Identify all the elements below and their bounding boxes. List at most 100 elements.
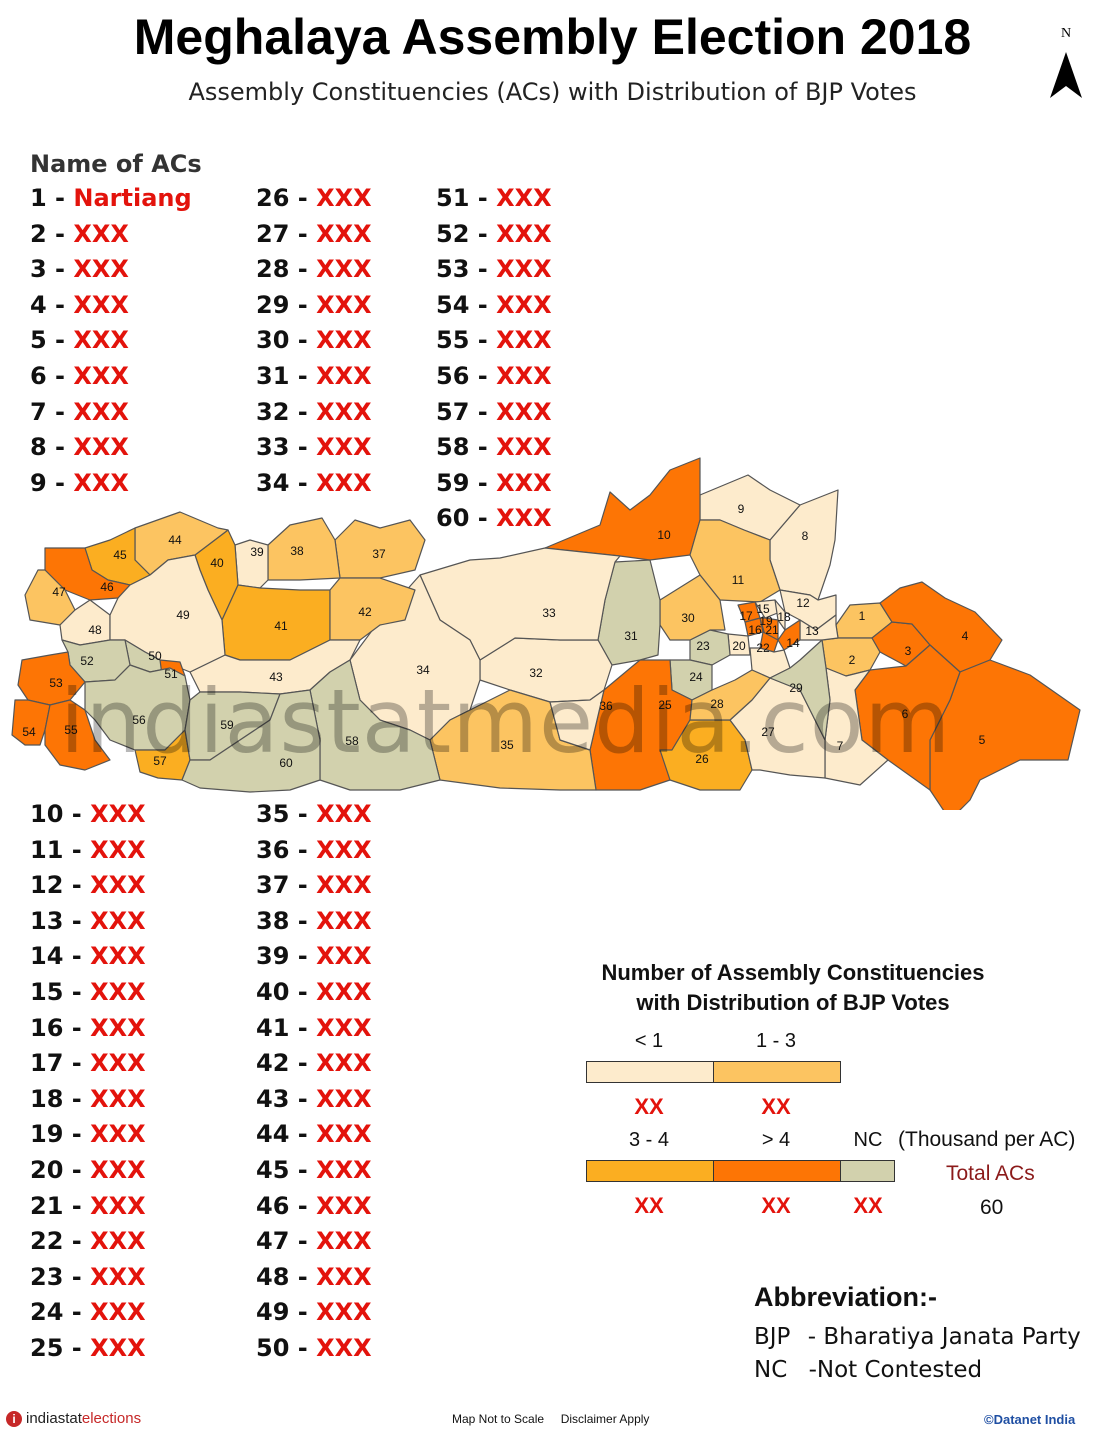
ac-name: XXX bbox=[90, 1262, 146, 1291]
ac-list-item: 28 - XXX bbox=[256, 254, 372, 290]
ac-name: XXX bbox=[316, 433, 372, 462]
ac-list-heading: Name of ACs bbox=[30, 150, 202, 178]
ac-name: XXX bbox=[316, 326, 372, 355]
constituency-label-14: 14 bbox=[786, 636, 800, 650]
ac-list-item: 6 - XXX bbox=[30, 361, 192, 397]
ac-list-item: 17 - XXX bbox=[30, 1048, 146, 1084]
constituency-label-54: 54 bbox=[22, 725, 36, 739]
ac-list-item: 40 - XXX bbox=[256, 977, 372, 1013]
total-acs-label: Total ACs bbox=[946, 1162, 1035, 1185]
ac-number: 43 bbox=[256, 1084, 290, 1113]
constituency-region-30 bbox=[659, 574, 726, 641]
ac-number: 60 bbox=[436, 504, 470, 533]
constituency-region-36 bbox=[549, 689, 605, 751]
constituency-label-34: 34 bbox=[416, 663, 430, 677]
ac-name: XXX bbox=[316, 184, 372, 212]
logo-text-part-1: indiastat bbox=[26, 1410, 82, 1427]
ac-number: 16 bbox=[30, 1013, 64, 1042]
ac-number: 12 bbox=[30, 871, 64, 900]
ac-list-item: 59 - XXX bbox=[436, 468, 552, 504]
map-subtitle: Assembly Constituencies (ACs) with Distr… bbox=[188, 78, 917, 106]
ac-number: 34 bbox=[256, 468, 290, 497]
ac-list-item: 16 - XXX bbox=[30, 1013, 146, 1049]
ac-name: XXX bbox=[316, 1262, 372, 1291]
ac-number: 31 bbox=[256, 361, 290, 390]
ac-name: XXX bbox=[90, 1298, 146, 1327]
ac-number: 21 bbox=[30, 1191, 64, 1220]
ac-number: 20 bbox=[30, 1155, 64, 1184]
ac-number: 3 bbox=[30, 255, 47, 284]
legend-count-1to3: XX bbox=[761, 1094, 791, 1119]
ac-number: 30 bbox=[256, 326, 290, 355]
ac-number: 33 bbox=[256, 433, 290, 462]
ac-name: XXX bbox=[73, 290, 129, 319]
map-disclaimer: Map Not to Scale Disclaimer Apply bbox=[452, 1412, 650, 1426]
ac-list-item: 4 - XXX bbox=[30, 290, 192, 326]
ac-list-item: 50 - XXX bbox=[256, 1333, 372, 1369]
ac-name: XXX bbox=[90, 800, 146, 828]
ac-separator: - bbox=[289, 835, 317, 864]
constituency-label-21: 21 bbox=[765, 623, 779, 637]
ac-name: XXX bbox=[316, 942, 372, 971]
ac-number: 53 bbox=[436, 255, 470, 284]
ac-separator: - bbox=[289, 800, 317, 828]
ac-separator: - bbox=[46, 468, 74, 497]
ac-name: XXX bbox=[316, 800, 372, 828]
constituency-label-3: 3 bbox=[905, 644, 912, 658]
ac-number: 10 bbox=[30, 800, 64, 828]
ac-separator: - bbox=[469, 326, 497, 355]
ac-list-item: 58 - XXX bbox=[436, 432, 552, 468]
ac-list-item: 8 - XXX bbox=[30, 432, 192, 468]
ac-name: XXX bbox=[90, 1227, 146, 1256]
constituency-label-59: 59 bbox=[220, 718, 234, 732]
ac-separator: - bbox=[289, 1155, 317, 1184]
ac-list-item: 21 - XXX bbox=[30, 1191, 146, 1227]
ac-number: 50 bbox=[256, 1333, 290, 1362]
legend-label-3to4: 3 - 4 bbox=[628, 1129, 670, 1151]
ac-list-item: 20 - XXX bbox=[30, 1155, 146, 1191]
ac-list-item: 18 - XXX bbox=[30, 1084, 146, 1120]
ac-name: XXX bbox=[316, 1084, 372, 1113]
ac-name: XXX bbox=[90, 906, 146, 935]
ac-separator: - bbox=[46, 397, 74, 426]
legend-swatch-nc bbox=[840, 1160, 895, 1182]
ac-name: XXX bbox=[496, 433, 552, 462]
ac-number: 9 bbox=[30, 468, 47, 497]
ac-list-item: 60 - XXX bbox=[436, 503, 552, 539]
legend-count-3to4: XX bbox=[634, 1193, 664, 1218]
ac-name: XXX bbox=[316, 468, 372, 497]
ac-list-item: 26 - XXX bbox=[256, 183, 372, 219]
constituency-label-16: 16 bbox=[748, 623, 762, 637]
ac-list-item: 36 - XXX bbox=[256, 835, 372, 871]
legend-label-lt1: < 1 bbox=[634, 1030, 664, 1052]
ac-number: 41 bbox=[256, 1013, 290, 1042]
ac-list-item: 30 - XXX bbox=[256, 325, 372, 361]
ac-separator: - bbox=[63, 1227, 91, 1256]
legend-title-line-1: Number of Assembly Constituencies bbox=[601, 960, 985, 985]
constituency-label-44: 44 bbox=[168, 533, 182, 547]
ac-number: 8 bbox=[30, 433, 47, 462]
ac-number: 51 bbox=[436, 184, 470, 212]
ac-name: XXX bbox=[316, 361, 372, 390]
legend-label-gt4: > 4 bbox=[761, 1129, 791, 1151]
legend-title: Number of Assembly Constituencies with D… bbox=[520, 958, 1066, 1018]
ac-separator: - bbox=[63, 942, 91, 971]
ac-list-item: 54 - XXX bbox=[436, 290, 552, 326]
constituency-region-53 bbox=[17, 651, 86, 706]
constituency-label-19: 19 bbox=[759, 614, 773, 628]
ac-separator: - bbox=[289, 1262, 317, 1291]
ac-separator: - bbox=[46, 184, 74, 212]
ac-list-item: 9 - XXX bbox=[30, 468, 192, 504]
constituency-label-57: 57 bbox=[153, 754, 167, 768]
info-logo-icon: i bbox=[6, 1411, 22, 1427]
ac-separator: - bbox=[46, 219, 74, 248]
ac-name: XXX bbox=[496, 504, 552, 533]
constituency-label-37: 37 bbox=[372, 547, 386, 561]
ac-separator: - bbox=[289, 184, 317, 212]
ac-separator: - bbox=[289, 1191, 317, 1220]
ac-number: 11 bbox=[30, 835, 64, 864]
constituency-label-36: 36 bbox=[599, 699, 613, 713]
ac-list-item: 39 - XXX bbox=[256, 941, 372, 977]
ac-number: 46 bbox=[256, 1191, 290, 1220]
ac-number: 22 bbox=[30, 1227, 64, 1256]
